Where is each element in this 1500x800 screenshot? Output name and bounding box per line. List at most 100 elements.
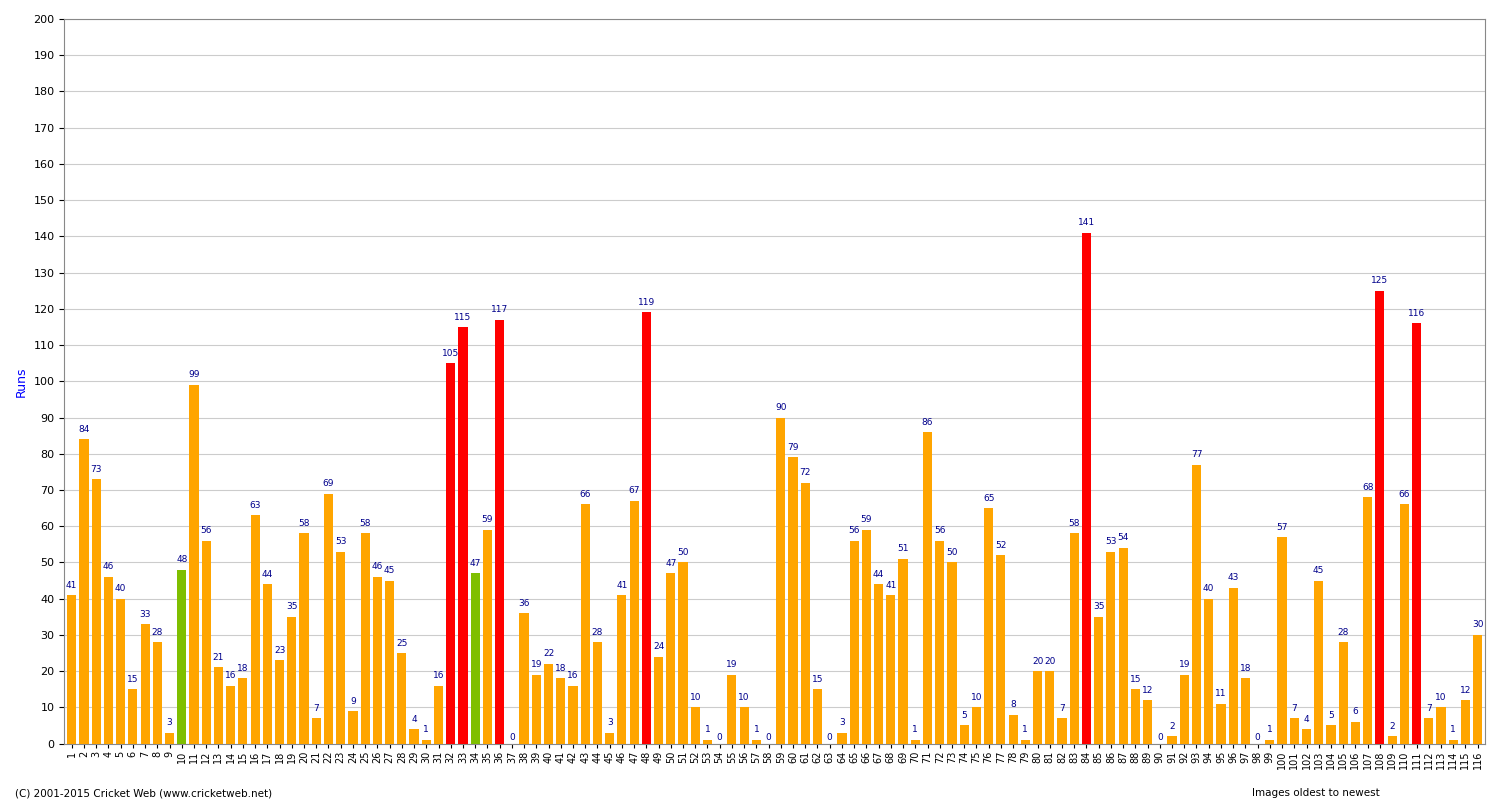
Text: 4: 4 (411, 714, 417, 724)
Text: 51: 51 (897, 544, 909, 554)
Bar (1352, 722, 1360, 743)
Text: 41: 41 (616, 581, 627, 590)
Text: 63: 63 (249, 501, 261, 510)
Bar (752, 740, 760, 743)
Bar (1424, 718, 1434, 743)
Text: 2: 2 (1389, 722, 1395, 731)
Bar (1082, 233, 1090, 743)
Bar (1314, 581, 1323, 743)
Text: 19: 19 (726, 660, 738, 670)
Bar (92, 479, 100, 743)
Text: 50: 50 (678, 548, 688, 557)
Text: 44: 44 (261, 570, 273, 578)
Text: 35: 35 (1094, 602, 1104, 611)
Text: 3: 3 (166, 718, 172, 727)
Text: 12: 12 (1142, 686, 1154, 694)
Text: 23: 23 (274, 646, 285, 654)
Text: 2: 2 (1168, 722, 1174, 731)
Text: 18: 18 (237, 664, 249, 673)
Text: 3: 3 (839, 718, 844, 727)
Bar (201, 541, 211, 743)
Bar (446, 363, 456, 743)
Text: 16: 16 (225, 671, 237, 680)
Text: 22: 22 (543, 650, 554, 658)
Text: 10: 10 (738, 693, 750, 702)
Bar (972, 707, 981, 743)
Text: 16: 16 (567, 671, 579, 680)
Bar (618, 595, 627, 743)
Bar (374, 577, 382, 743)
Text: 7: 7 (314, 704, 320, 713)
Text: 33: 33 (140, 610, 152, 618)
Bar (1216, 704, 1225, 743)
Text: 56: 56 (201, 526, 211, 535)
Bar (274, 660, 284, 743)
Bar (1143, 700, 1152, 743)
Bar (690, 707, 700, 743)
Bar (165, 733, 174, 743)
Text: 11: 11 (1215, 690, 1227, 698)
Bar (740, 707, 748, 743)
Bar (874, 584, 884, 743)
Text: 0: 0 (509, 733, 515, 742)
Bar (849, 541, 859, 743)
Bar (495, 320, 504, 743)
Text: 116: 116 (1408, 309, 1425, 318)
Text: 19: 19 (531, 660, 542, 670)
Text: 0: 0 (1254, 733, 1260, 742)
Bar (214, 667, 223, 743)
Bar (1034, 671, 1042, 743)
Text: 15: 15 (128, 674, 138, 684)
Text: 0: 0 (827, 733, 833, 742)
Text: 53: 53 (334, 537, 346, 546)
Text: 1: 1 (423, 726, 429, 734)
Text: 43: 43 (1227, 574, 1239, 582)
Text: 69: 69 (322, 479, 334, 488)
Text: 5: 5 (962, 711, 968, 720)
Bar (238, 678, 248, 743)
Bar (813, 690, 822, 743)
Bar (592, 642, 602, 743)
Bar (1364, 498, 1372, 743)
Bar (1058, 718, 1066, 743)
Bar (1094, 617, 1104, 743)
Text: 56: 56 (849, 526, 859, 535)
Bar (960, 726, 969, 743)
Bar (519, 613, 528, 743)
Bar (1461, 700, 1470, 743)
Bar (984, 508, 993, 743)
Bar (153, 642, 162, 743)
Bar (286, 617, 297, 743)
Text: 19: 19 (1179, 660, 1190, 670)
Y-axis label: Runs: Runs (15, 366, 28, 397)
Text: 66: 66 (1398, 490, 1410, 499)
Bar (348, 711, 357, 743)
Bar (459, 327, 468, 743)
Bar (948, 562, 957, 743)
Bar (312, 718, 321, 743)
Text: 58: 58 (1068, 519, 1080, 528)
Bar (862, 530, 871, 743)
Text: 86: 86 (922, 418, 933, 426)
Bar (837, 733, 846, 743)
Text: 59: 59 (482, 515, 494, 524)
Bar (1228, 588, 1238, 743)
Text: 18: 18 (1239, 664, 1251, 673)
Text: 47: 47 (664, 559, 676, 568)
Text: 5: 5 (1328, 711, 1334, 720)
Text: 57: 57 (1276, 522, 1288, 532)
Text: 28: 28 (152, 628, 164, 637)
Text: (C) 2001-2015 Cricket Web (www.cricketweb.net): (C) 2001-2015 Cricket Web (www.cricketwe… (15, 788, 272, 798)
Bar (177, 570, 186, 743)
Bar (789, 458, 798, 743)
Bar (1046, 671, 1054, 743)
Text: 65: 65 (982, 494, 994, 502)
Bar (996, 555, 1005, 743)
Text: 77: 77 (1191, 450, 1202, 459)
Text: 20: 20 (1032, 657, 1042, 666)
Bar (1473, 635, 1482, 743)
Bar (630, 501, 639, 743)
Bar (1240, 678, 1250, 743)
Text: 44: 44 (873, 570, 883, 578)
Bar (1119, 548, 1128, 743)
